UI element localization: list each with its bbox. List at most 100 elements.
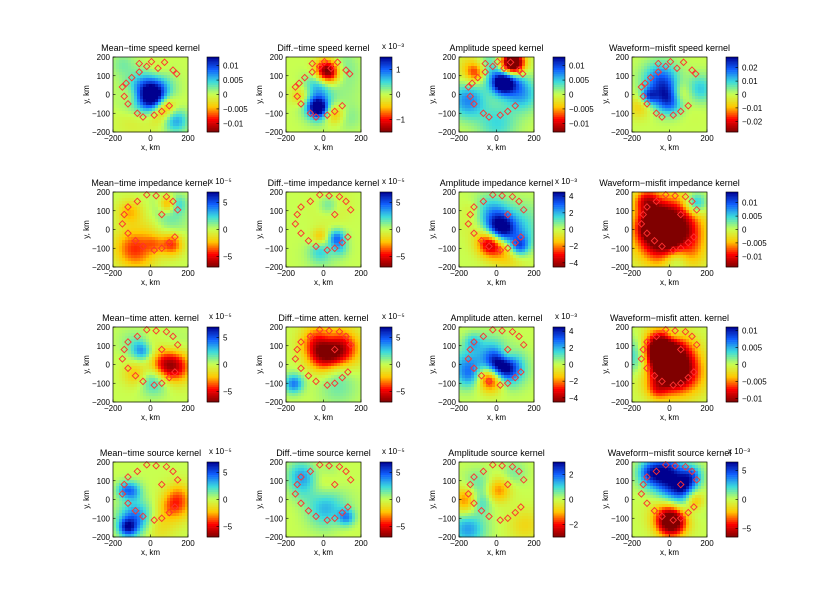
colorbar-segment (553, 208, 565, 212)
heatmap-cell (668, 99, 672, 103)
heatmap-cell (286, 96, 290, 100)
colorbar-segment (553, 126, 565, 129)
heatmap-cell (125, 81, 129, 85)
heatmap-cell (650, 114, 654, 118)
heatmap-cell (137, 81, 141, 85)
heatmap-cell (638, 93, 642, 97)
heatmap-cell (510, 57, 514, 61)
heatmap-cell (119, 123, 123, 127)
heatmap-cell (665, 69, 669, 73)
heatmap-cell (647, 123, 651, 127)
heatmap-cell (522, 60, 526, 64)
heatmap-cell (137, 243, 141, 247)
heatmap-cell (182, 99, 186, 103)
colorbar-segment (207, 214, 219, 217)
heatmap-cell (143, 228, 147, 232)
heatmap-cell (522, 195, 526, 199)
heatmap-cell (686, 117, 690, 121)
colorbar-segment (380, 124, 392, 127)
heatmap-cell (462, 60, 466, 64)
heatmap-cell (161, 222, 165, 226)
heatmap-cell (158, 249, 162, 253)
heatmap-cell (346, 117, 350, 121)
heatmap-cell (310, 225, 314, 229)
heatmap-cell (501, 225, 505, 229)
heatmap-cell (322, 255, 326, 259)
heatmap-cell (116, 75, 120, 79)
heatmap-cell (346, 90, 350, 94)
heatmap-cell (498, 243, 502, 247)
heatmap-cell (304, 84, 308, 88)
heatmap-cell (292, 60, 296, 64)
heatmap-cell (173, 237, 177, 241)
colorbar-segment (380, 118, 392, 122)
heatmap-cell (179, 60, 183, 64)
heatmap-cell (328, 198, 332, 202)
heatmap-cell (310, 69, 314, 73)
heatmap-cell (477, 87, 481, 91)
heatmap-cell (680, 114, 684, 118)
heatmap-cell (119, 258, 123, 262)
heatmap-cell (161, 252, 165, 256)
heatmap-cell (647, 126, 651, 130)
heatmap-cell (516, 210, 520, 214)
heatmap-cell (659, 126, 663, 130)
heatmap-cell (665, 96, 669, 100)
heatmap-cell (155, 246, 159, 250)
colorbar-segment (553, 210, 565, 213)
heatmap-cell (179, 90, 183, 94)
colorbar-segment (553, 111, 565, 114)
heatmap-cell (352, 207, 356, 211)
heatmap-cell (119, 126, 123, 130)
heatmap-cell (292, 126, 296, 130)
heatmap-cell (701, 108, 705, 112)
heatmap-cell (116, 126, 120, 130)
heatmap-cell (155, 84, 159, 88)
heatmap-cell (516, 75, 520, 79)
heatmap-cell (483, 99, 487, 103)
heatmap-cell (122, 252, 126, 256)
heatmap-cell (176, 210, 180, 214)
heatmap-cell (504, 126, 508, 130)
heatmap-cell (528, 72, 532, 76)
heatmap-cell (495, 222, 499, 226)
heatmap-cell (286, 195, 290, 199)
heatmap-cell (131, 234, 135, 238)
heatmap-cell (653, 66, 657, 70)
heatmap-cell (337, 219, 341, 223)
heatmap-cell (143, 81, 147, 85)
heatmap-cell (337, 93, 341, 97)
heatmap-cell (462, 87, 466, 91)
heatmap-cell (465, 243, 469, 247)
kernel-panel: Mean−time impedance kernel−200 0 200200100… (82, 177, 233, 287)
heatmap-cell (292, 234, 296, 238)
heatmap-cell (301, 195, 305, 199)
heatmap-cell (170, 81, 174, 85)
heatmap-cell (522, 261, 526, 265)
heatmap-cell (125, 225, 129, 229)
heatmap-cell (340, 264, 344, 268)
heatmap-cell (322, 207, 326, 211)
heatmap-cell (182, 201, 186, 205)
heatmap-cell (179, 114, 183, 118)
heatmap-cell (304, 201, 308, 205)
heatmap-cell (516, 93, 520, 97)
heatmap-cell (322, 219, 326, 223)
heatmap-cell (289, 90, 293, 94)
heatmap-cell (158, 60, 162, 64)
heatmap-cell (149, 261, 153, 265)
colorbar-segment (726, 117, 738, 120)
colorbar-segment (207, 73, 219, 77)
heatmap-cell (653, 81, 657, 85)
heatmap-cell (307, 78, 311, 82)
heatmap-cell (349, 78, 353, 82)
panel-title: Waveform−misfit speed kernel (609, 43, 730, 53)
heatmap-cell (519, 102, 523, 106)
heatmap-cell (170, 69, 174, 73)
heatmap-cell (343, 129, 347, 133)
heatmap-cell (328, 66, 332, 70)
heatmap-cell (113, 240, 117, 244)
heatmap-cell (474, 255, 478, 259)
heatmap-cell (176, 123, 180, 127)
heatmap-cell (295, 96, 299, 100)
